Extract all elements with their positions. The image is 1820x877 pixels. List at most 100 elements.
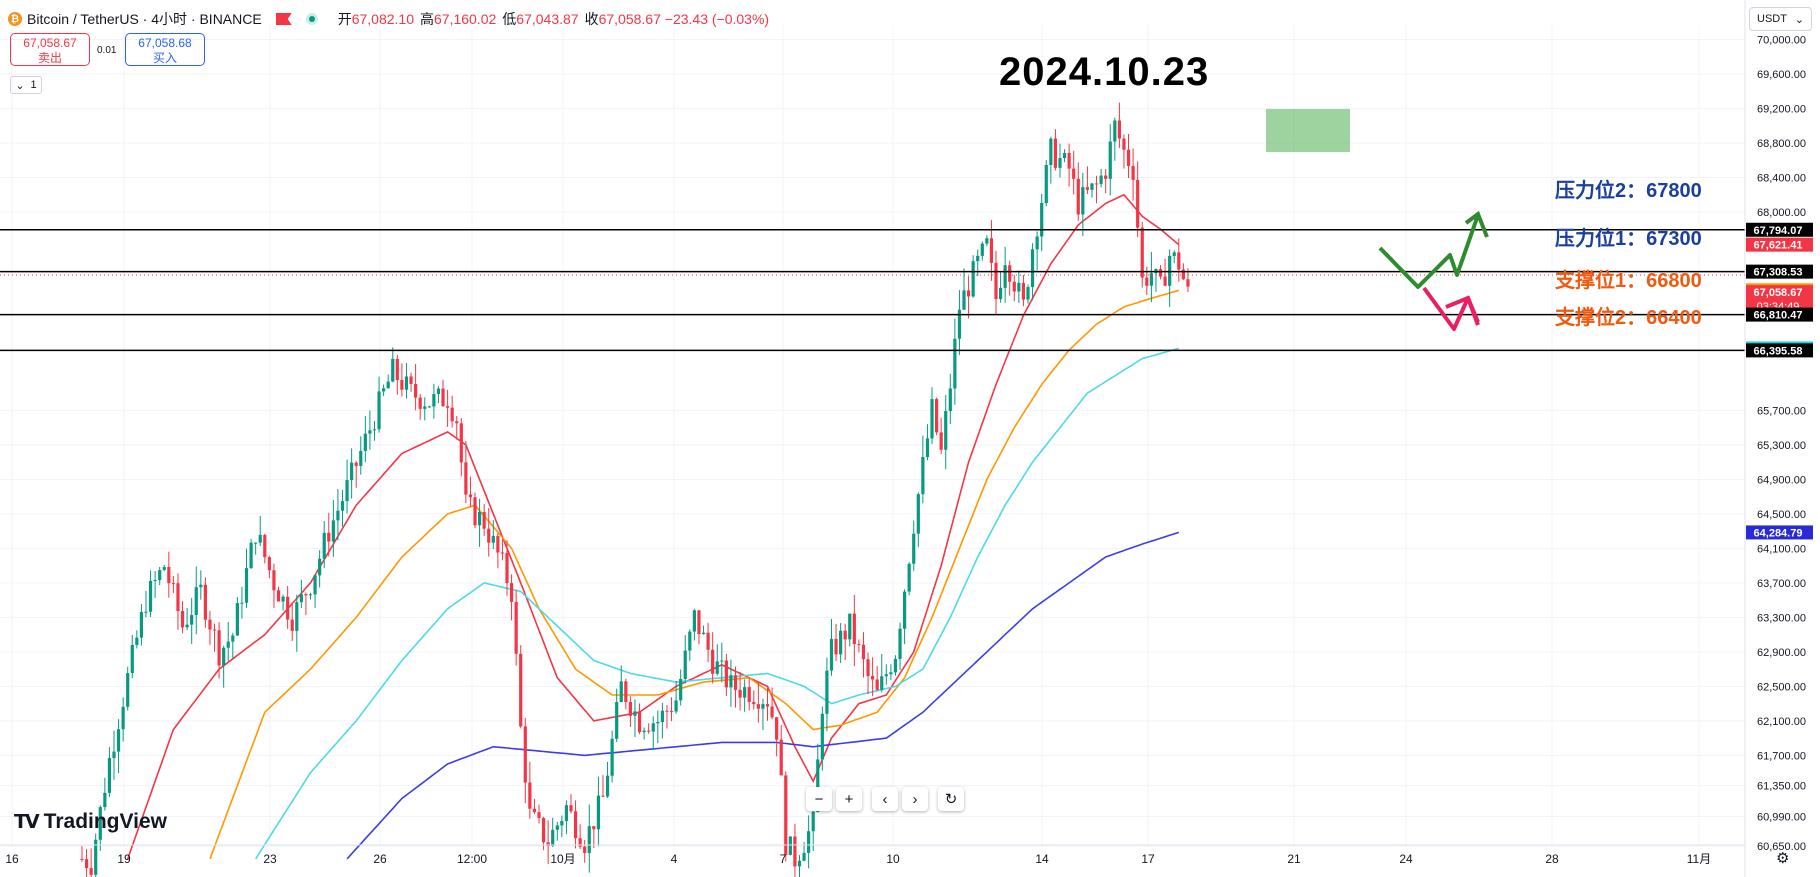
candle-body [327,532,331,542]
candle-body [660,710,664,722]
open-label: 开 [337,11,352,27]
price-axis-labels: 67,794.0767,621.4167,308.5367,092.5167,0… [1746,222,1813,540]
candle-body [107,758,112,793]
grid-lines [0,25,1745,847]
candle-body [496,536,500,553]
candle-body [1012,281,1016,292]
candle-body [980,243,984,256]
symbol-title[interactable]: Bitcoin / TetherUS · 4小时 · BINANCE [27,11,262,27]
market-status-icon[interactable] [305,13,318,25]
candle-body [605,775,610,797]
candle-body [934,399,939,433]
candle-body [829,638,834,671]
candle-body [1186,279,1190,287]
y-tick-label: 64,900.00 [1757,474,1806,486]
price-axis: 70,000.00 69,600.00 69,200.00 68,800.00 68,4… [1744,0,1806,877]
candle-body [1053,138,1058,168]
candle-body [532,808,537,813]
candle-body [1168,255,1172,286]
candle-body [162,566,166,571]
candle-body [1136,179,1140,228]
tradingview-logo[interactable]: 𝗧𝗩 TradingView [14,810,167,834]
candle-body [354,462,358,466]
candle-body [80,858,84,860]
reset-chart-button[interactable]: ↻ [938,787,964,811]
candle-body [866,659,870,677]
candle-body [861,644,866,660]
close-value: 67,058.67 −23.43 (−0.03%) [598,11,770,27]
candle-body [647,730,651,732]
candle-body [377,391,381,430]
buy-button[interactable]: 67,058.68 买入 [125,33,205,66]
bullish-path-arrow [1378,214,1480,289]
candle-body [587,826,591,853]
gear-icon[interactable]: ⚙ [1776,850,1790,867]
candle-body [898,628,902,659]
currency-select[interactable]: USDT ⌄ [1749,7,1812,31]
legend-toggle-button[interactable]: ⌄ 1 [10,76,42,94]
candle-body [569,805,573,812]
flag-icon[interactable] [275,13,292,25]
scroll-left-button[interactable]: ‹ [872,787,898,811]
support-1-label: 支撑位1：66800 [1555,270,1702,292]
y-tick-label: 62,900.00 [1757,647,1806,659]
sell-button[interactable]: 67,058.67 卖出 [10,33,90,66]
candle-body [372,429,377,431]
candle-body [98,807,102,840]
zoom-out-button[interactable]: − [806,787,832,811]
symbol-header[interactable]: ₿ Bitcoin / TetherUS · 4小时 · BINANCE 开 67… [8,8,769,30]
candle-body [1030,249,1035,288]
open-value: 67,082.10 [351,11,414,27]
candle-body [976,255,980,262]
candle-body [633,711,637,716]
candle-body [1072,168,1076,179]
candle-body [578,838,582,847]
candle-body [1117,120,1121,139]
candle-body [1017,282,1021,292]
candle-body [267,557,271,571]
candle-body [893,658,898,673]
zoom-in-button[interactable]: + [836,787,862,811]
candle-body [194,587,198,616]
candle-body [793,836,797,867]
candle-body [916,494,920,534]
candle-body [669,711,674,713]
candle-body [308,594,313,596]
candle-body [692,610,696,632]
candle-body [1003,265,1007,288]
candle-body [1113,120,1117,142]
candle-body [852,613,856,645]
candle-body [436,388,441,395]
candle-body [747,687,751,702]
candle-body [477,512,482,526]
candle-body [135,637,139,645]
candle-body [153,580,157,582]
candle-body [171,583,175,585]
candle-body [1085,187,1089,190]
candle-body [573,811,578,839]
candle-body [450,407,454,422]
candle-body [807,831,811,853]
candle-body [701,632,706,635]
candle-body [304,594,308,596]
candle-body [336,510,340,521]
candle-body [825,670,829,714]
y-tick-label: 68,000.00 [1757,207,1806,219]
moving-averages [126,193,1180,860]
y-tick-label: 60,990.00 [1757,812,1806,824]
resistance-1-label: 压力位1：67300 [1555,228,1702,250]
candle-body [683,650,687,679]
candle-body [276,590,281,602]
candle-body [907,563,911,592]
candle-body [487,528,491,543]
price-label: 64,284.79 [1754,527,1803,539]
x-tick-label: 17 [1141,852,1155,866]
scroll-right-button[interactable]: › [902,787,928,811]
candle-body [167,566,171,584]
candle-body [651,723,655,732]
candle-body [318,558,322,576]
candle-body [121,706,125,730]
candle-body [615,702,619,739]
candle-body [295,602,299,631]
